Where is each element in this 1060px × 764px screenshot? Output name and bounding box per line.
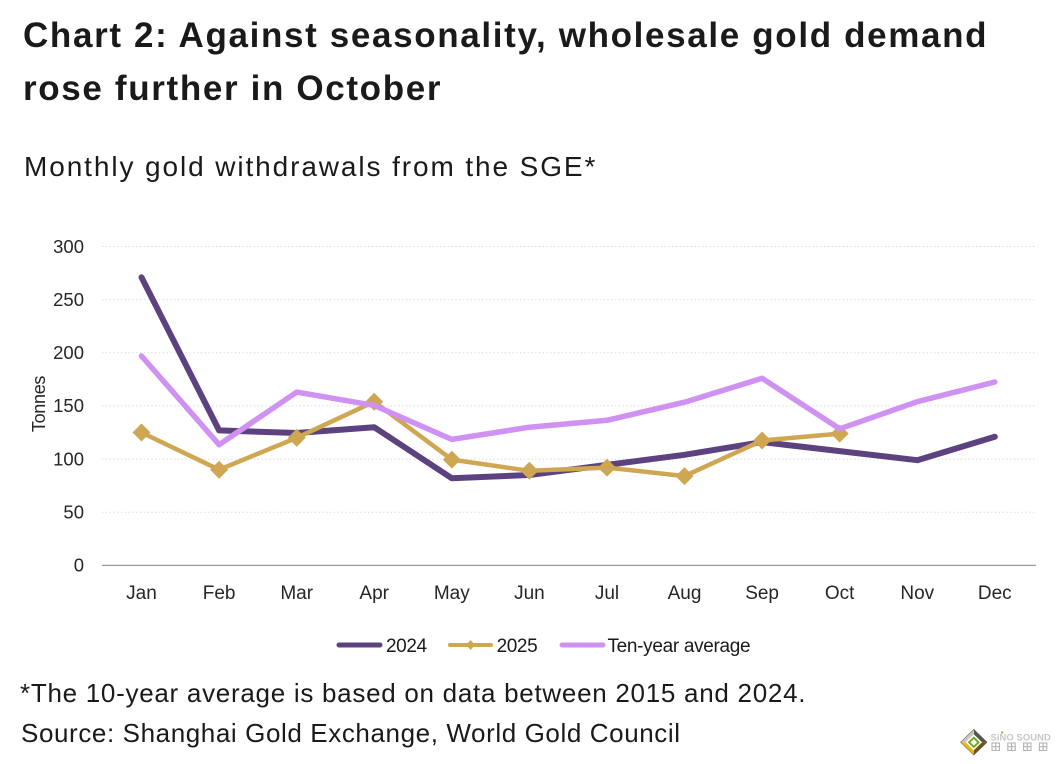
svg-text:2025: 2025 bbox=[497, 636, 538, 657]
svg-text:Apr: Apr bbox=[359, 583, 389, 604]
svg-text:Nov: Nov bbox=[900, 583, 934, 604]
svg-text:Feb: Feb bbox=[203, 583, 236, 604]
svg-text:2024: 2024 bbox=[386, 636, 428, 657]
svg-text:200: 200 bbox=[53, 342, 84, 363]
svg-text:150: 150 bbox=[53, 395, 84, 416]
svg-text:100: 100 bbox=[53, 448, 84, 469]
svg-text:Ten-year average: Ten-year average bbox=[608, 636, 751, 657]
svg-text:Jan: Jan bbox=[126, 583, 157, 604]
svg-text:Jul: Jul bbox=[595, 583, 619, 604]
svg-text:Sep: Sep bbox=[745, 583, 779, 604]
svg-text:50: 50 bbox=[63, 502, 84, 523]
svg-text:0: 0 bbox=[74, 555, 84, 576]
svg-text:Aug: Aug bbox=[668, 583, 702, 604]
svg-text:250: 250 bbox=[53, 289, 84, 310]
svg-text:300: 300 bbox=[53, 236, 84, 257]
svg-text:Oct: Oct bbox=[825, 583, 855, 604]
svg-text:Jun: Jun bbox=[514, 583, 545, 604]
svg-text:SiNO SOUND: SiNO SOUND bbox=[991, 732, 1052, 743]
svg-text:Dec: Dec bbox=[978, 583, 1012, 604]
svg-text:May: May bbox=[434, 583, 470, 604]
svg-text:Mar: Mar bbox=[280, 583, 313, 604]
svg-text:Tonnes: Tonnes bbox=[29, 376, 49, 433]
